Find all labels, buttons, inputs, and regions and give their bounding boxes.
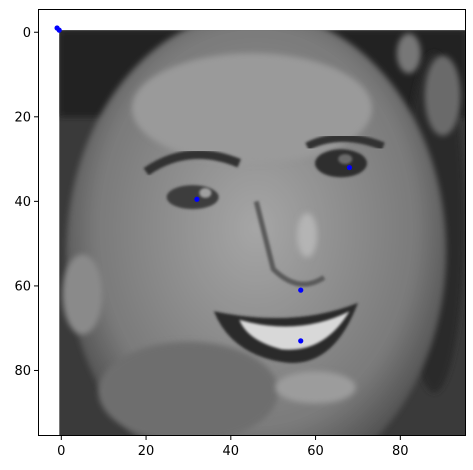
axes-frame bbox=[38, 9, 466, 436]
y-tick-label: 80 bbox=[14, 364, 31, 379]
scatter-point bbox=[346, 164, 353, 171]
scatter-point bbox=[298, 338, 304, 344]
scatter-point bbox=[298, 287, 304, 293]
scatter-points bbox=[54, 25, 353, 344]
x-tick-label: 80 bbox=[392, 444, 409, 459]
plot-area: 0 20 40 60 80 0 20 40 60 80 bbox=[14, 9, 467, 459]
y-axis-ticks: 0 20 40 60 80 bbox=[14, 26, 38, 379]
scatter-point bbox=[194, 196, 200, 202]
x-axis-ticks: 0 20 40 60 80 bbox=[57, 436, 409, 459]
x-tick-label: 40 bbox=[223, 444, 240, 459]
x-tick-label: 60 bbox=[307, 444, 324, 459]
y-tick-label: 20 bbox=[14, 110, 31, 125]
y-tick-label: 40 bbox=[14, 195, 31, 210]
x-tick-label: 20 bbox=[138, 444, 155, 459]
x-tick-label: 0 bbox=[57, 444, 65, 459]
y-tick-label: 0 bbox=[23, 26, 31, 41]
face-image bbox=[59, 30, 467, 437]
scatter-point bbox=[56, 27, 62, 33]
y-tick-label: 60 bbox=[14, 279, 31, 294]
